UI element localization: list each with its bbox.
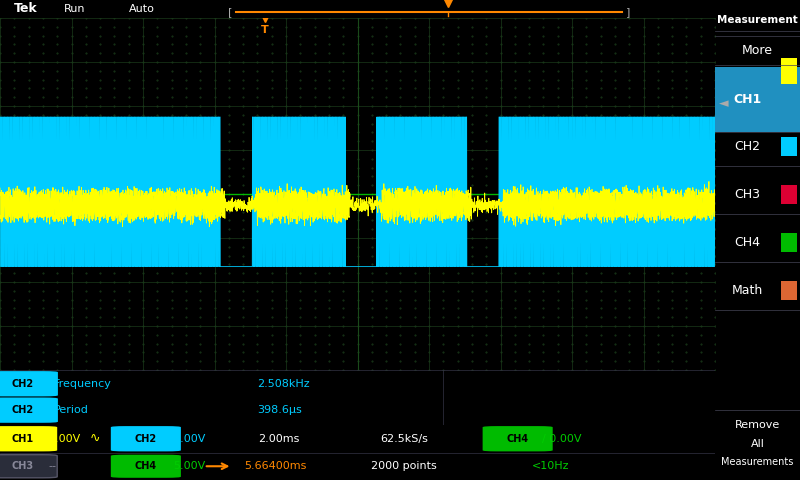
Text: CH2: CH2 — [134, 434, 157, 444]
Text: Period: Period — [54, 405, 89, 415]
Text: ∿: ∿ — [90, 432, 100, 445]
Text: Tek: Tek — [14, 2, 38, 15]
Text: Run: Run — [64, 4, 86, 14]
Text: T: T — [261, 24, 269, 35]
Text: 5.00V: 5.00V — [173, 461, 206, 471]
Text: ◄: ◄ — [719, 96, 729, 110]
Text: Auto: Auto — [129, 4, 154, 14]
Text: CH2: CH2 — [734, 140, 760, 153]
Text: CH1: CH1 — [11, 434, 34, 444]
Text: More: More — [742, 44, 773, 57]
Text: 2.508kHz: 2.508kHz — [258, 379, 310, 389]
Text: 62.5kS/s: 62.5kS/s — [380, 434, 428, 444]
Text: 2.00ms: 2.00ms — [258, 434, 299, 444]
Text: 1.00V: 1.00V — [49, 434, 81, 444]
Text: Measurement: Measurement — [717, 15, 798, 25]
FancyBboxPatch shape — [0, 455, 58, 478]
Text: CH2: CH2 — [12, 379, 34, 389]
FancyBboxPatch shape — [0, 426, 58, 451]
FancyBboxPatch shape — [0, 371, 58, 396]
Bar — [782, 185, 798, 204]
FancyBboxPatch shape — [0, 397, 58, 423]
Text: Remove: Remove — [735, 420, 780, 430]
Text: CH3: CH3 — [11, 461, 34, 471]
Text: 2.00V: 2.00V — [173, 434, 206, 444]
FancyBboxPatch shape — [111, 455, 181, 478]
Bar — [782, 58, 798, 84]
Text: Frequency: Frequency — [54, 379, 111, 389]
Bar — [782, 281, 798, 300]
Text: All: All — [750, 439, 765, 449]
Text: Measurements: Measurements — [722, 457, 794, 467]
FancyBboxPatch shape — [111, 426, 181, 451]
Text: CH1: CH1 — [733, 93, 762, 106]
Text: 5.66400ms: 5.66400ms — [244, 461, 306, 471]
Text: ]: ] — [626, 7, 630, 17]
Text: CH3: CH3 — [734, 188, 760, 201]
Bar — [782, 137, 798, 156]
Text: CH4: CH4 — [134, 461, 157, 471]
Text: --: -- — [49, 461, 57, 471]
FancyBboxPatch shape — [482, 426, 553, 451]
Text: 398.6μs: 398.6μs — [258, 405, 302, 415]
Text: [: [ — [228, 7, 232, 17]
Text: Math: Math — [732, 284, 763, 297]
Bar — [782, 233, 798, 252]
Text: CH2: CH2 — [12, 405, 34, 415]
Text: / 0.00V: / 0.00V — [542, 434, 582, 444]
Bar — [715, 67, 800, 132]
Text: CH4: CH4 — [734, 236, 760, 249]
Text: CH4: CH4 — [506, 434, 529, 444]
Text: 2000 points: 2000 points — [371, 461, 437, 471]
Text: <10Hz: <10Hz — [532, 461, 570, 471]
